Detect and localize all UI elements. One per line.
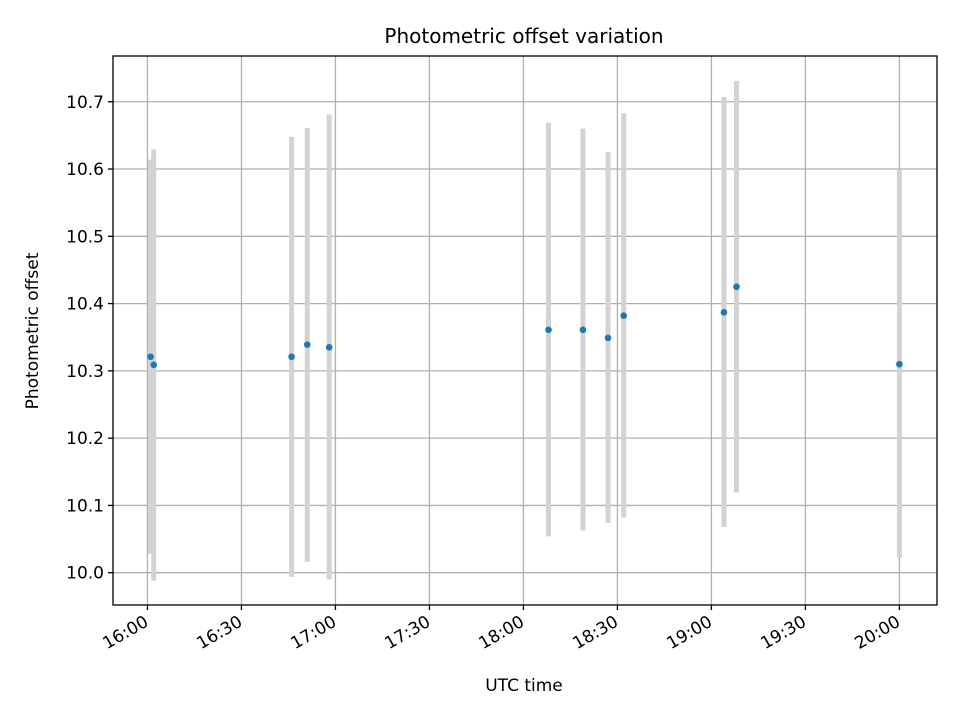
data-point [620,312,627,319]
data-point [288,353,295,361]
y-tick-label: 10.0 [66,564,104,584]
y-tick-label: 10.6 [66,160,104,180]
data-point [579,326,587,334]
data-point [720,309,728,316]
data-point-layer [147,283,903,369]
y-tick-label: 10.7 [66,93,104,113]
grid-layer [113,56,937,605]
y-tick-label: 10.4 [66,295,104,315]
data-point [733,283,740,291]
data-point [150,361,158,369]
data-point [604,334,612,342]
data-point [896,360,903,368]
y-tick-label: 10.1 [66,496,104,516]
x-axis-title: UTC time [485,676,563,696]
y-tick-label: 10.2 [66,429,104,449]
data-point [147,353,154,361]
data-point [303,341,311,348]
y-tick-label: 10.3 [66,362,104,382]
data-point [545,326,552,334]
data-point [325,344,333,351]
chart-title: Photometric offset variation [384,24,663,48]
y-tick-label: 10.5 [66,227,104,247]
plot-area-frame [112,55,938,606]
y-axis-title: Photometric offset [23,252,43,409]
